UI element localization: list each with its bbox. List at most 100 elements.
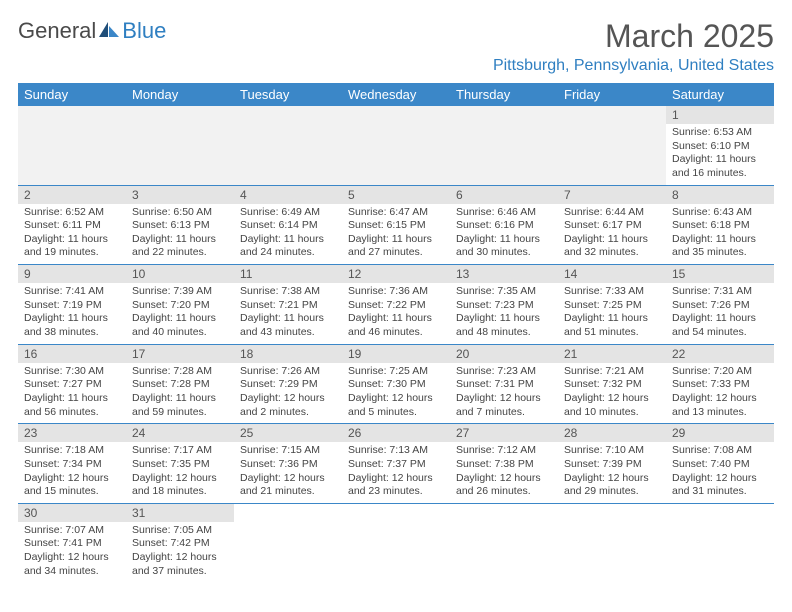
sunset-text: Sunset: 6:13 PM (132, 219, 228, 233)
calendar-cell: 3Sunrise: 6:50 AMSunset: 6:13 PMDaylight… (126, 185, 234, 265)
sunrise-text: Sunrise: 7:20 AM (672, 365, 768, 379)
sunrise-text: Sunrise: 6:46 AM (456, 206, 552, 220)
daylight-text: Daylight: 11 hours and 54 minutes. (672, 312, 768, 339)
sunrise-text: Sunrise: 7:23 AM (456, 365, 552, 379)
calendar-cell (558, 503, 666, 582)
day-details: Sunrise: 7:18 AMSunset: 7:34 PMDaylight:… (24, 444, 120, 499)
calendar-row: 30 Sunrise: 7:07 AMSunset: 7:41 PMDayligh… (18, 503, 774, 582)
sunset-text: Sunset: 7:33 PM (672, 378, 768, 392)
calendar-cell: 13Sunrise: 7:35 AMSunset: 7:23 PMDayligh… (450, 265, 558, 345)
calendar-cell: 17 Sunrise: 7:28 AMSunset: 7:28 PMDayligh… (126, 344, 234, 424)
sunset-text: Sunset: 6:18 PM (672, 219, 768, 233)
logo-sail-icon (98, 18, 120, 44)
sunrise-text: Sunrise: 6:43 AM (672, 206, 768, 220)
sunset-text: Sunset: 7:19 PM (24, 299, 120, 313)
sunset-text: Sunset: 7:22 PM (348, 299, 444, 313)
calendar-cell: 16Sunrise: 7:30 AMSunset: 7:27 PMDayligh… (18, 344, 126, 424)
calendar-cell: 15Sunrise: 7:31 AMSunset: 7:26 PMDayligh… (666, 265, 774, 345)
calendar-cell (558, 106, 666, 185)
calendar-cell: 21 Sunrise: 7:21 AMSunset: 7:32 PMDayligh… (558, 344, 666, 424)
daylight-text: Daylight: 11 hours and 19 minutes. (24, 233, 120, 260)
day-number: 22 (666, 345, 774, 363)
sunrise-text: Sunrise: 7:05 AM (132, 524, 228, 538)
calendar-cell (18, 106, 126, 185)
calendar-row: 23 Sunrise: 7:18 AMSunset: 7:34 PMDayligh… (18, 424, 774, 504)
sunset-text: Sunset: 7:40 PM (672, 458, 768, 472)
calendar-cell (450, 503, 558, 582)
day-number: 17 (126, 345, 234, 363)
day-details: Sunrise: 7:39 AMSunset: 7:20 PMDaylight:… (132, 285, 228, 340)
sunrise-text: Sunrise: 6:49 AM (240, 206, 336, 220)
daylight-text: Daylight: 11 hours and 38 minutes. (24, 312, 120, 339)
day-number: 21 (558, 345, 666, 363)
daylight-text: Daylight: 11 hours and 51 minutes. (564, 312, 660, 339)
sunset-text: Sunset: 7:23 PM (456, 299, 552, 313)
daylight-text: Daylight: 11 hours and 27 minutes. (348, 233, 444, 260)
daylight-text: Daylight: 11 hours and 48 minutes. (456, 312, 552, 339)
calendar: Sunday Monday Tuesday Wednesday Thursday… (18, 83, 774, 582)
day-number: 30 (18, 504, 126, 522)
calendar-cell: 1Sunrise: 6:53 AMSunset: 6:10 PMDaylight… (666, 106, 774, 185)
sunset-text: Sunset: 7:42 PM (132, 537, 228, 551)
day-number: 24 (126, 424, 234, 442)
daylight-text: Daylight: 12 hours and 13 minutes. (672, 392, 768, 419)
sunrise-text: Sunrise: 7:35 AM (456, 285, 552, 299)
calendar-cell: 12Sunrise: 7:36 AMSunset: 7:22 PMDayligh… (342, 265, 450, 345)
sunset-text: Sunset: 7:27 PM (24, 378, 120, 392)
day-details: Sunrise: 7:10 AMSunset: 7:39 PMDaylight:… (564, 444, 660, 499)
day-details: Sunrise: 7:26 AMSunset: 7:29 PMDaylight:… (240, 365, 336, 420)
day-number: 8 (666, 186, 774, 204)
day-details: Sunrise: 7:36 AMSunset: 7:22 PMDaylight:… (348, 285, 444, 340)
sunset-text: Sunset: 7:20 PM (132, 299, 228, 313)
day-number: 26 (342, 424, 450, 442)
weekday-header: Friday (558, 83, 666, 106)
day-details: Sunrise: 7:07 AMSunset: 7:41 PMDaylight:… (24, 524, 120, 579)
daylight-text: Daylight: 11 hours and 32 minutes. (564, 233, 660, 260)
sunrise-text: Sunrise: 7:18 AM (24, 444, 120, 458)
day-number: 29 (666, 424, 774, 442)
logo: GeneralBlue (18, 18, 166, 44)
calendar-cell: 14Sunrise: 7:33 AMSunset: 7:25 PMDayligh… (558, 265, 666, 345)
daylight-text: Daylight: 12 hours and 7 minutes. (456, 392, 552, 419)
day-number: 11 (234, 265, 342, 283)
calendar-cell: 2Sunrise: 6:52 AMSunset: 6:11 PMDaylight… (18, 185, 126, 265)
daylight-text: Daylight: 11 hours and 30 minutes. (456, 233, 552, 260)
sunrise-text: Sunrise: 7:31 AM (672, 285, 768, 299)
day-number: 31 (126, 504, 234, 522)
sunrise-text: Sunrise: 7:41 AM (24, 285, 120, 299)
day-details: Sunrise: 7:15 AMSunset: 7:36 PMDaylight:… (240, 444, 336, 499)
sunset-text: Sunset: 7:25 PM (564, 299, 660, 313)
weekday-header: Wednesday (342, 83, 450, 106)
calendar-row: 2Sunrise: 6:52 AMSunset: 6:11 PMDaylight… (18, 185, 774, 265)
day-details: Sunrise: 6:44 AMSunset: 6:17 PMDaylight:… (564, 206, 660, 261)
daylight-text: Daylight: 11 hours and 24 minutes. (240, 233, 336, 260)
calendar-cell (666, 503, 774, 582)
day-details: Sunrise: 7:21 AMSunset: 7:32 PMDaylight:… (564, 365, 660, 420)
day-number: 5 (342, 186, 450, 204)
day-details: Sunrise: 6:53 AMSunset: 6:10 PMDaylight:… (672, 126, 768, 181)
day-number: 3 (126, 186, 234, 204)
sunrise-text: Sunrise: 7:10 AM (564, 444, 660, 458)
sunrise-text: Sunrise: 7:17 AM (132, 444, 228, 458)
sunrise-text: Sunrise: 7:39 AM (132, 285, 228, 299)
daylight-text: Daylight: 12 hours and 29 minutes. (564, 472, 660, 499)
day-number: 23 (18, 424, 126, 442)
daylight-text: Daylight: 11 hours and 46 minutes. (348, 312, 444, 339)
day-details: Sunrise: 7:38 AMSunset: 7:21 PMDaylight:… (240, 285, 336, 340)
sunrise-text: Sunrise: 6:53 AM (672, 126, 768, 140)
weekday-header: Sunday (18, 83, 126, 106)
calendar-cell: 29Sunrise: 7:08 AMSunset: 7:40 PMDayligh… (666, 424, 774, 504)
calendar-row: 16Sunrise: 7:30 AMSunset: 7:27 PMDayligh… (18, 344, 774, 424)
day-details: Sunrise: 6:43 AMSunset: 6:18 PMDaylight:… (672, 206, 768, 261)
calendar-cell: 22 Sunrise: 7:20 AMSunset: 7:33 PMDayligh… (666, 344, 774, 424)
daylight-text: Daylight: 12 hours and 21 minutes. (240, 472, 336, 499)
sunset-text: Sunset: 6:17 PM (564, 219, 660, 233)
day-details: Sunrise: 7:28 AMSunset: 7:28 PMDaylight:… (132, 365, 228, 420)
daylight-text: Daylight: 11 hours and 40 minutes. (132, 312, 228, 339)
day-details: Sunrise: 7:33 AMSunset: 7:25 PMDaylight:… (564, 285, 660, 340)
calendar-cell (342, 106, 450, 185)
logo-text-2: Blue (122, 18, 166, 44)
day-details: Sunrise: 7:25 AMSunset: 7:30 PMDaylight:… (348, 365, 444, 420)
calendar-cell: 30 Sunrise: 7:07 AMSunset: 7:41 PMDayligh… (18, 503, 126, 582)
weekday-header-row: Sunday Monday Tuesday Wednesday Thursday… (18, 83, 774, 106)
